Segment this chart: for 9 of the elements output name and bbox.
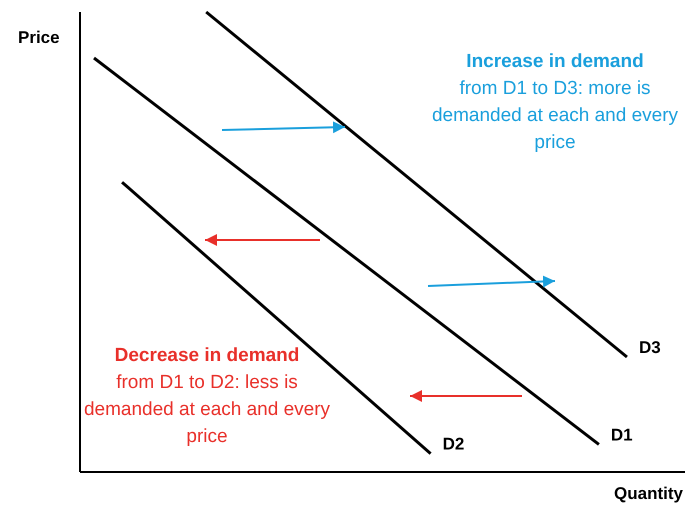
x-axis-title: Quantity (614, 484, 683, 504)
series-label: D2 (442, 434, 464, 454)
annotation: Decrease in demand (114, 344, 300, 368)
series-label: D3 (638, 338, 661, 357)
annotation: from D1 to D3: more is demanded at each and every price (430, 77, 680, 155)
annotation: from D1 to D2: less is demanded at each and every price (82, 371, 332, 449)
annotation: Increase in demand (465, 50, 645, 74)
series-label: D1 (610, 425, 633, 444)
y-axis-title: Price (18, 28, 60, 48)
